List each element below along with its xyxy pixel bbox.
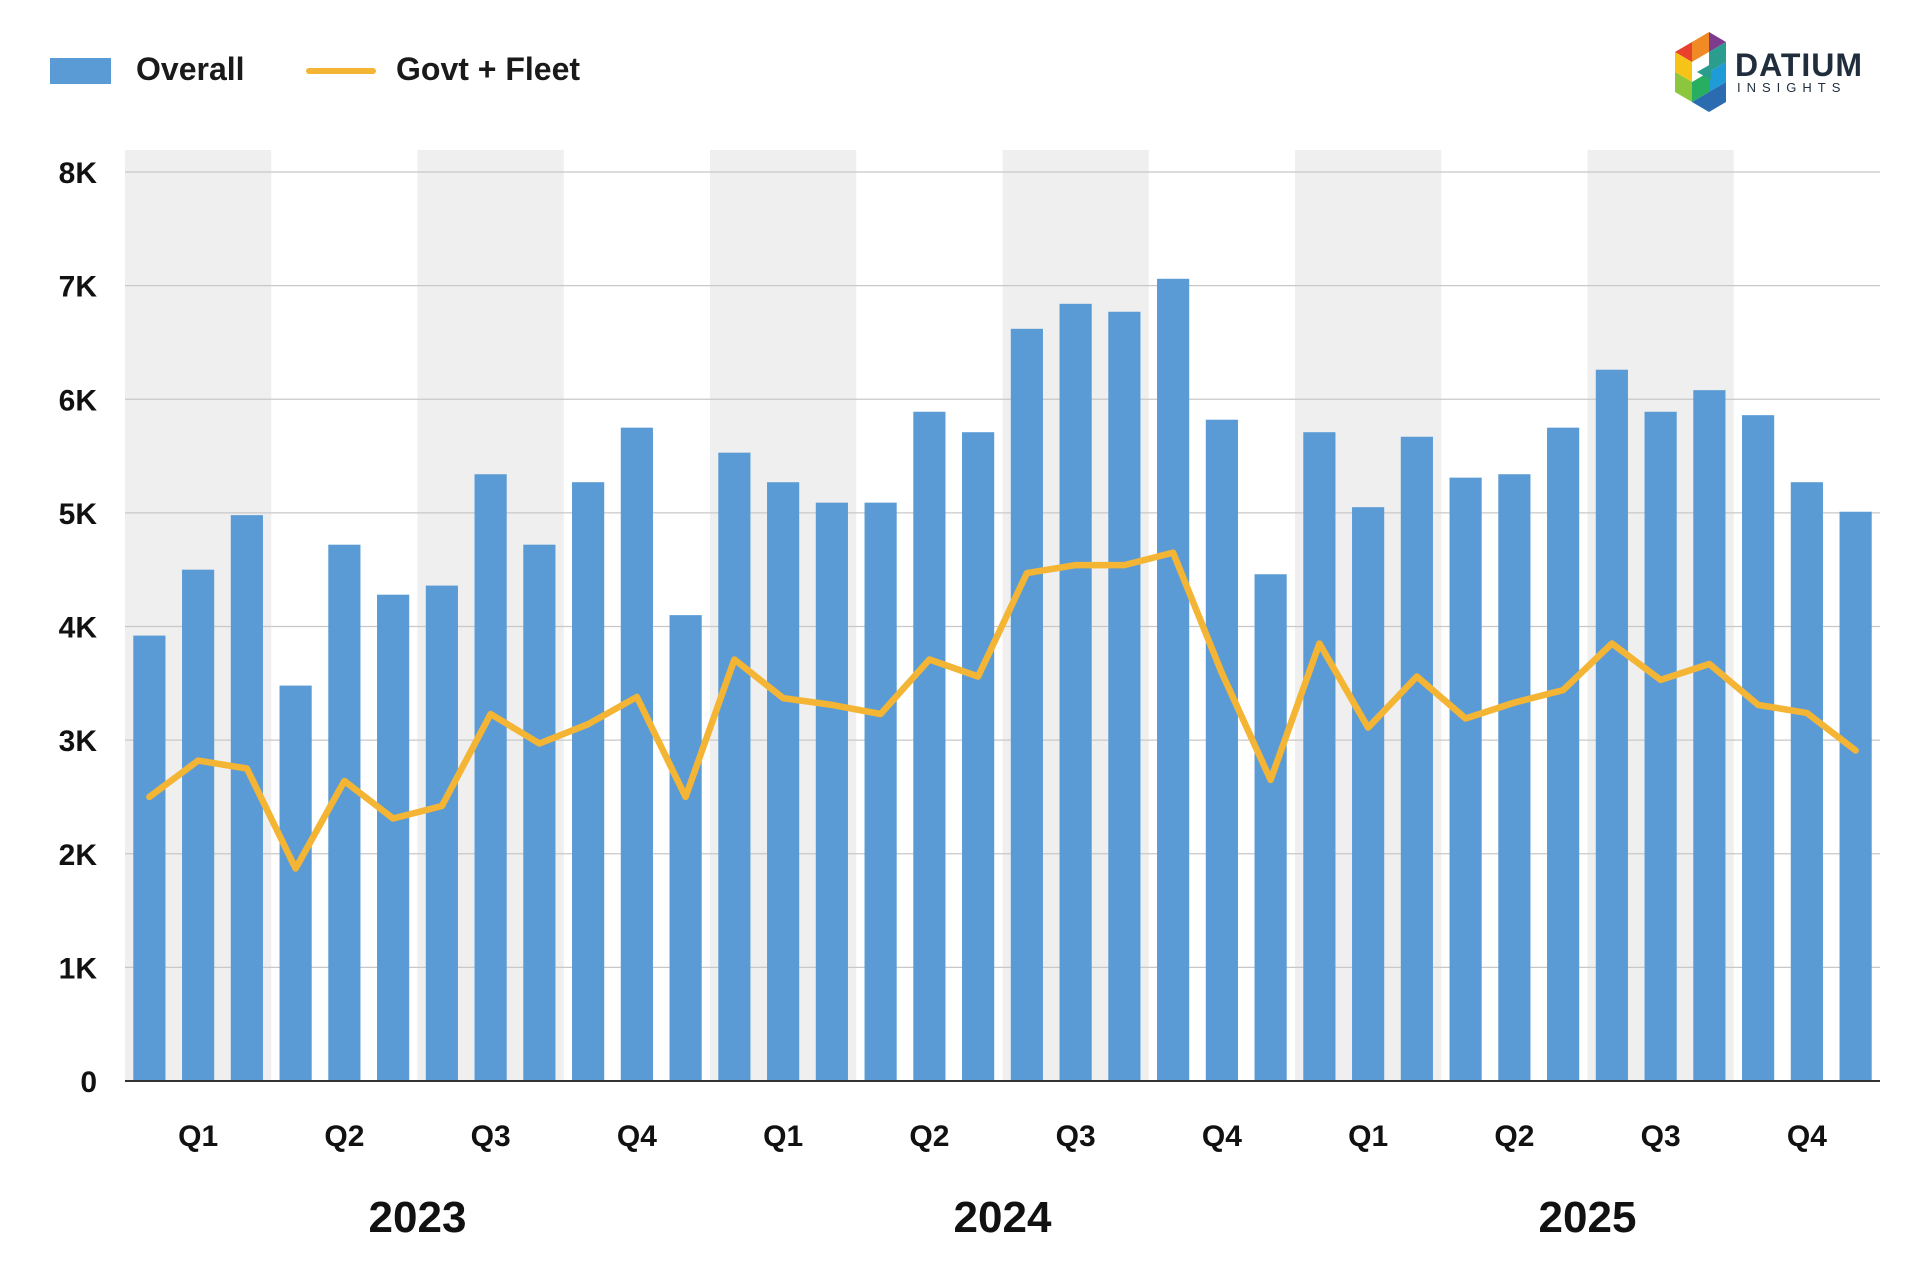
legend-label-overall: Overall [136, 51, 245, 87]
x-tick-year: 2024 [954, 1193, 1052, 1242]
bar-overall [1498, 474, 1531, 1081]
legend: Overall Govt + Fleet [50, 51, 580, 87]
bar-overall [474, 474, 507, 1081]
x-tick-year: 2025 [1539, 1193, 1637, 1242]
bar-overall [864, 502, 897, 1081]
datium-logo: DATIUM INSIGHTS [1675, 32, 1863, 112]
bar-overall [1059, 303, 1092, 1081]
bar-overall [572, 482, 605, 1081]
bar-overall [1790, 482, 1823, 1081]
x-tick-quarter: Q2 [1494, 1120, 1534, 1153]
bar-overall [1254, 574, 1287, 1081]
bar-overall [1742, 415, 1775, 1082]
bar-overall [1595, 369, 1628, 1081]
x-tick-quarter: Q4 [1202, 1120, 1242, 1153]
datium-logo-name: DATIUM [1735, 47, 1863, 83]
bar-overall [913, 411, 946, 1081]
y-tick-label: 4K [59, 612, 98, 645]
bar-overall [1205, 419, 1238, 1081]
bar-overall [182, 569, 215, 1081]
y-axis: 0 1K 2K 3K 4K 5K 6K 7K 8K [59, 157, 98, 1099]
datium-logo-tagline: INSIGHTS [1737, 80, 1846, 95]
x-tick-quarter: Q1 [763, 1120, 803, 1153]
bar-overall [1693, 390, 1726, 1081]
x-tick-quarter: Q1 [178, 1120, 218, 1153]
bar-overall [718, 452, 751, 1081]
govt-fleet-line-group [146, 549, 1859, 872]
x-tick-quarter: Q3 [1641, 1120, 1681, 1153]
bar-overall [962, 432, 995, 1081]
y-tick-label: 7K [59, 271, 98, 304]
bar-overall [1547, 427, 1580, 1081]
bar-overall [1157, 278, 1190, 1081]
bar-overall [620, 427, 653, 1081]
bar-overall [425, 585, 458, 1081]
legend-swatch-overall [50, 58, 111, 84]
bar-overall [1400, 436, 1433, 1082]
bar-overall [523, 544, 556, 1081]
bar-overall [377, 594, 410, 1081]
bar-overall [279, 685, 312, 1081]
x-tick-quarter: Q3 [1056, 1120, 1096, 1153]
x-tick-quarter: Q2 [324, 1120, 364, 1153]
bar-overall [230, 515, 263, 1081]
y-tick-label: 5K [59, 498, 98, 531]
x-tick-year: 2023 [369, 1193, 467, 1242]
bar-overall [328, 544, 361, 1081]
y-tick-label: 8K [59, 157, 98, 190]
bar-overall [1644, 411, 1677, 1081]
govt-fleet-line [146, 549, 1859, 872]
bar-overall [1839, 511, 1872, 1081]
bar-overall [1352, 507, 1385, 1082]
x-tick-quarter: Q4 [1787, 1120, 1827, 1153]
x-axis: Q1 Q2 Q3 Q4 Q1 Q2 Q3 Q4 Q1 Q2 Q3 Q4 2023 2024 2025 [125, 1080, 1880, 1242]
y-tick-label: 2K [59, 839, 98, 872]
bar-overall [669, 615, 702, 1081]
y-tick-label: 6K [59, 384, 98, 417]
y-tick-label: 0 [80, 1066, 97, 1099]
y-tick-label: 3K [59, 725, 98, 758]
bar-overall [767, 482, 800, 1081]
bar-overall [1010, 328, 1043, 1081]
x-tick-quarter: Q3 [471, 1120, 511, 1153]
datium-logo-icon [1675, 32, 1726, 112]
x-tick-quarter: Q1 [1348, 1120, 1388, 1153]
bar-overall [133, 635, 166, 1081]
bar-overall [1108, 311, 1141, 1081]
x-tick-quarter: Q4 [617, 1120, 657, 1153]
bar-overall [1303, 432, 1336, 1081]
y-tick-label: 1K [59, 952, 98, 985]
legend-label-govt-fleet: Govt + Fleet [396, 51, 580, 87]
x-tick-quarter: Q2 [909, 1120, 949, 1153]
bar-overall [1449, 477, 1482, 1081]
bar-overall [815, 502, 848, 1081]
overall-bars [133, 278, 1872, 1082]
